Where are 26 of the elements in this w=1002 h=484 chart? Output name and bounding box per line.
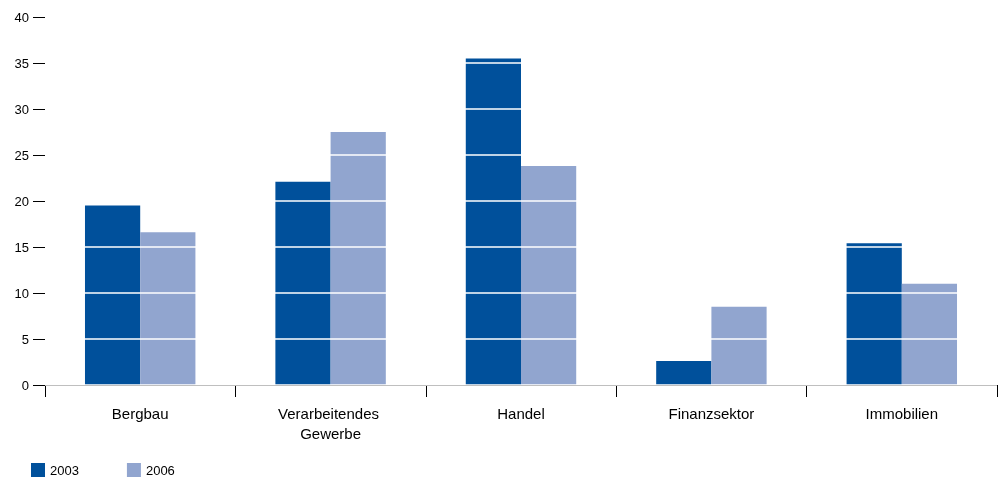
- bar: [275, 181, 331, 385]
- x-tick-label: Finanzsektor: [668, 404, 755, 422]
- bar: [846, 243, 902, 385]
- y-tick-label: 15: [14, 239, 29, 255]
- x-tick-label: Bergbau: [111, 404, 169, 422]
- bar: [711, 306, 767, 385]
- x-tick-label: Immobilien: [865, 404, 939, 422]
- y-tick-label: 20: [14, 193, 29, 209]
- y-tick-label: 35: [14, 55, 29, 71]
- bar: [901, 283, 958, 385]
- bar: [84, 205, 141, 385]
- y-tick-label: 0: [21, 377, 29, 393]
- y-tick-label: 5: [21, 331, 29, 347]
- bar: [521, 166, 577, 385]
- y-tick-label: 10: [14, 285, 29, 301]
- bar: [330, 132, 386, 385]
- x-tick-label: Verarbeitendes Gewerbe: [278, 404, 384, 442]
- legend-label: 2006: [145, 462, 175, 478]
- y-tick-label: 30: [14, 101, 29, 117]
- y-tick-label: 25: [14, 147, 29, 163]
- bar: [140, 232, 196, 385]
- bar: [465, 58, 521, 385]
- y-tick-label: 40: [14, 9, 29, 25]
- x-tick-label: Handel: [497, 404, 545, 422]
- legend-label: 2003: [50, 462, 79, 478]
- bar: [656, 361, 712, 385]
